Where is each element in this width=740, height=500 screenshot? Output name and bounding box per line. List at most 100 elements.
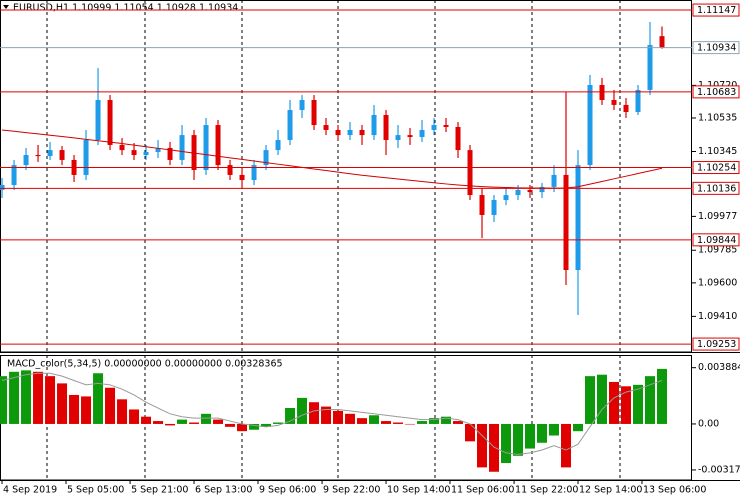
macd-bar bbox=[561, 423, 572, 468]
candle-body bbox=[251, 165, 257, 181]
candle-body bbox=[659, 36, 665, 48]
macd-bar bbox=[177, 419, 188, 424]
candle-body bbox=[191, 135, 197, 171]
macd-bar bbox=[81, 396, 92, 424]
macd-bar bbox=[273, 422, 284, 424]
macd-bar bbox=[165, 423, 176, 426]
candle-body bbox=[299, 99, 305, 111]
y-tick-label: 0.0038840 bbox=[698, 362, 740, 373]
macd-bar bbox=[633, 384, 644, 424]
macd-bar bbox=[477, 423, 488, 468]
macd-bar bbox=[297, 397, 308, 424]
candle-body bbox=[59, 150, 65, 160]
candle-body bbox=[167, 147, 173, 160]
macd-bar bbox=[441, 416, 452, 424]
chart-menu-icon bbox=[3, 5, 9, 9]
macd-bar bbox=[333, 410, 344, 424]
candle-body bbox=[647, 44, 653, 90]
macd-bar bbox=[153, 421, 164, 424]
price-level-box bbox=[692, 41, 740, 55]
price-level-box bbox=[692, 161, 740, 175]
x-tick-label: 11 Sep 22:00 bbox=[515, 485, 578, 496]
candle-body bbox=[383, 114, 389, 141]
candle-body bbox=[407, 135, 413, 138]
price-level-label: 1.09253 bbox=[697, 339, 736, 350]
candle-body bbox=[443, 125, 449, 127]
price-level-label: 1.09844 bbox=[697, 235, 736, 246]
candle-body bbox=[131, 150, 137, 156]
candle-body bbox=[311, 99, 317, 126]
candle-body bbox=[587, 85, 593, 166]
candle-body bbox=[527, 189, 533, 193]
macd-bar bbox=[225, 423, 236, 427]
candle-body bbox=[503, 195, 509, 200]
candle-body bbox=[431, 125, 437, 130]
macd-bar bbox=[213, 419, 224, 424]
macd-bar bbox=[345, 413, 356, 424]
candle-body bbox=[263, 150, 269, 166]
macd-bar bbox=[357, 418, 368, 424]
candle-body bbox=[551, 174, 557, 187]
macd-signal-line bbox=[1, 372, 663, 455]
x-tick-label: 9 Sep 22:00 bbox=[323, 485, 380, 496]
y-tick-label: 1.09600 bbox=[698, 277, 737, 288]
price-level-box bbox=[692, 233, 740, 247]
y-tick-label: 1.09785 bbox=[698, 245, 737, 256]
macd-bar bbox=[57, 383, 68, 424]
macd-bar bbox=[45, 376, 56, 424]
macd-bar bbox=[33, 371, 44, 424]
candle-body bbox=[287, 110, 293, 141]
macd-bar bbox=[249, 423, 260, 430]
macd-bar bbox=[9, 371, 20, 424]
macd-bar bbox=[537, 423, 548, 443]
candle-body bbox=[611, 99, 617, 105]
candle-body bbox=[515, 189, 521, 196]
candle-body bbox=[455, 126, 461, 151]
macd-bar bbox=[201, 413, 212, 424]
candle-body bbox=[359, 129, 365, 136]
candle-body bbox=[419, 129, 425, 138]
macd-bar bbox=[237, 423, 248, 432]
macd-bar bbox=[0, 376, 8, 424]
candle-body bbox=[239, 174, 245, 181]
candle-body bbox=[11, 165, 17, 185]
candle-body bbox=[107, 99, 113, 145]
candle-body bbox=[539, 186, 545, 193]
x-tick-label: 13 Sep 06:00 bbox=[643, 485, 706, 496]
macd-bar bbox=[597, 374, 608, 424]
price-level-label: 1.10683 bbox=[697, 87, 736, 98]
price-level-label: 1.10136 bbox=[697, 183, 736, 194]
candle-body bbox=[467, 150, 473, 196]
candle-body bbox=[395, 135, 401, 141]
macd-bar bbox=[117, 399, 128, 424]
macd-bar bbox=[465, 423, 476, 442]
candle-body bbox=[479, 195, 485, 215]
macd-bar bbox=[321, 406, 332, 424]
macd-bar bbox=[501, 423, 512, 464]
candle-body bbox=[623, 104, 629, 112]
candle-body bbox=[95, 99, 101, 141]
macd-bar bbox=[141, 416, 152, 424]
x-tick-label: 9 Sep 06:00 bbox=[259, 485, 316, 496]
macd-bar bbox=[93, 373, 104, 424]
macd-bar bbox=[645, 376, 656, 424]
candle-body bbox=[335, 129, 341, 136]
candle-body bbox=[227, 165, 233, 175]
macd-bar bbox=[585, 376, 596, 424]
y-tick-label: 1.09977 bbox=[698, 211, 737, 222]
macd-bar bbox=[609, 381, 620, 424]
macd-bar bbox=[621, 386, 632, 424]
macd-bar bbox=[657, 368, 668, 424]
price-level-box bbox=[692, 181, 740, 195]
x-tick-label: 6 Sep 13:00 bbox=[195, 485, 252, 496]
candle-body bbox=[143, 152, 149, 156]
price-level-box bbox=[692, 3, 740, 17]
x-tick-label: 10 Sep 14:00 bbox=[387, 485, 450, 496]
macd-bar bbox=[285, 408, 296, 424]
y-tick-label: 1.10720 bbox=[698, 80, 737, 91]
macd-title: MACD_color(5,34,5) 0.00000000 0.00000000… bbox=[7, 359, 283, 370]
candle-body bbox=[347, 129, 353, 136]
y-tick-label: -0.003175 bbox=[698, 464, 740, 475]
y-tick-label: 1.10535 bbox=[698, 112, 737, 123]
